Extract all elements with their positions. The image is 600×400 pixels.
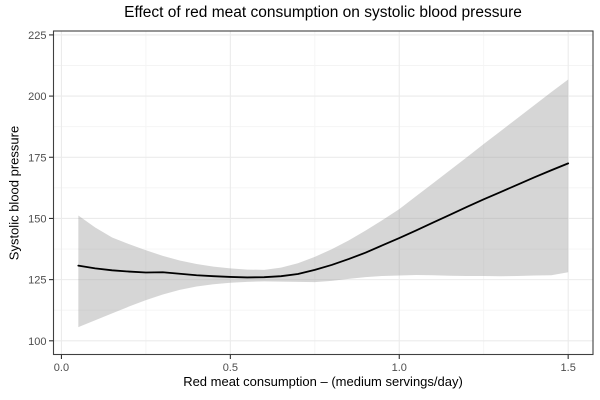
x-axis-title: Red meat consumption – (medium servings/… [183, 374, 463, 389]
x-tick-label: 1.0 [392, 362, 407, 374]
confidence-ribbon [78, 79, 569, 328]
y-tick-label: 150 [28, 213, 46, 225]
y-tick-label: 175 [28, 152, 46, 164]
y-tick-label: 125 [28, 275, 46, 287]
panel-background [53, 31, 593, 355]
mean-line [77, 162, 570, 279]
x-tick-label: 0.0 [54, 362, 69, 374]
chart-title: Effect of red meat consumption on systol… [124, 4, 522, 21]
x-tick-label: 1.5 [561, 362, 576, 374]
panel-border [52, 30, 594, 356]
y-tick-label: 200 [28, 91, 46, 103]
y-tick-label: 100 [28, 336, 46, 348]
y-tick-label: 225 [28, 30, 46, 42]
x-tick-label: 0.5 [223, 362, 238, 374]
